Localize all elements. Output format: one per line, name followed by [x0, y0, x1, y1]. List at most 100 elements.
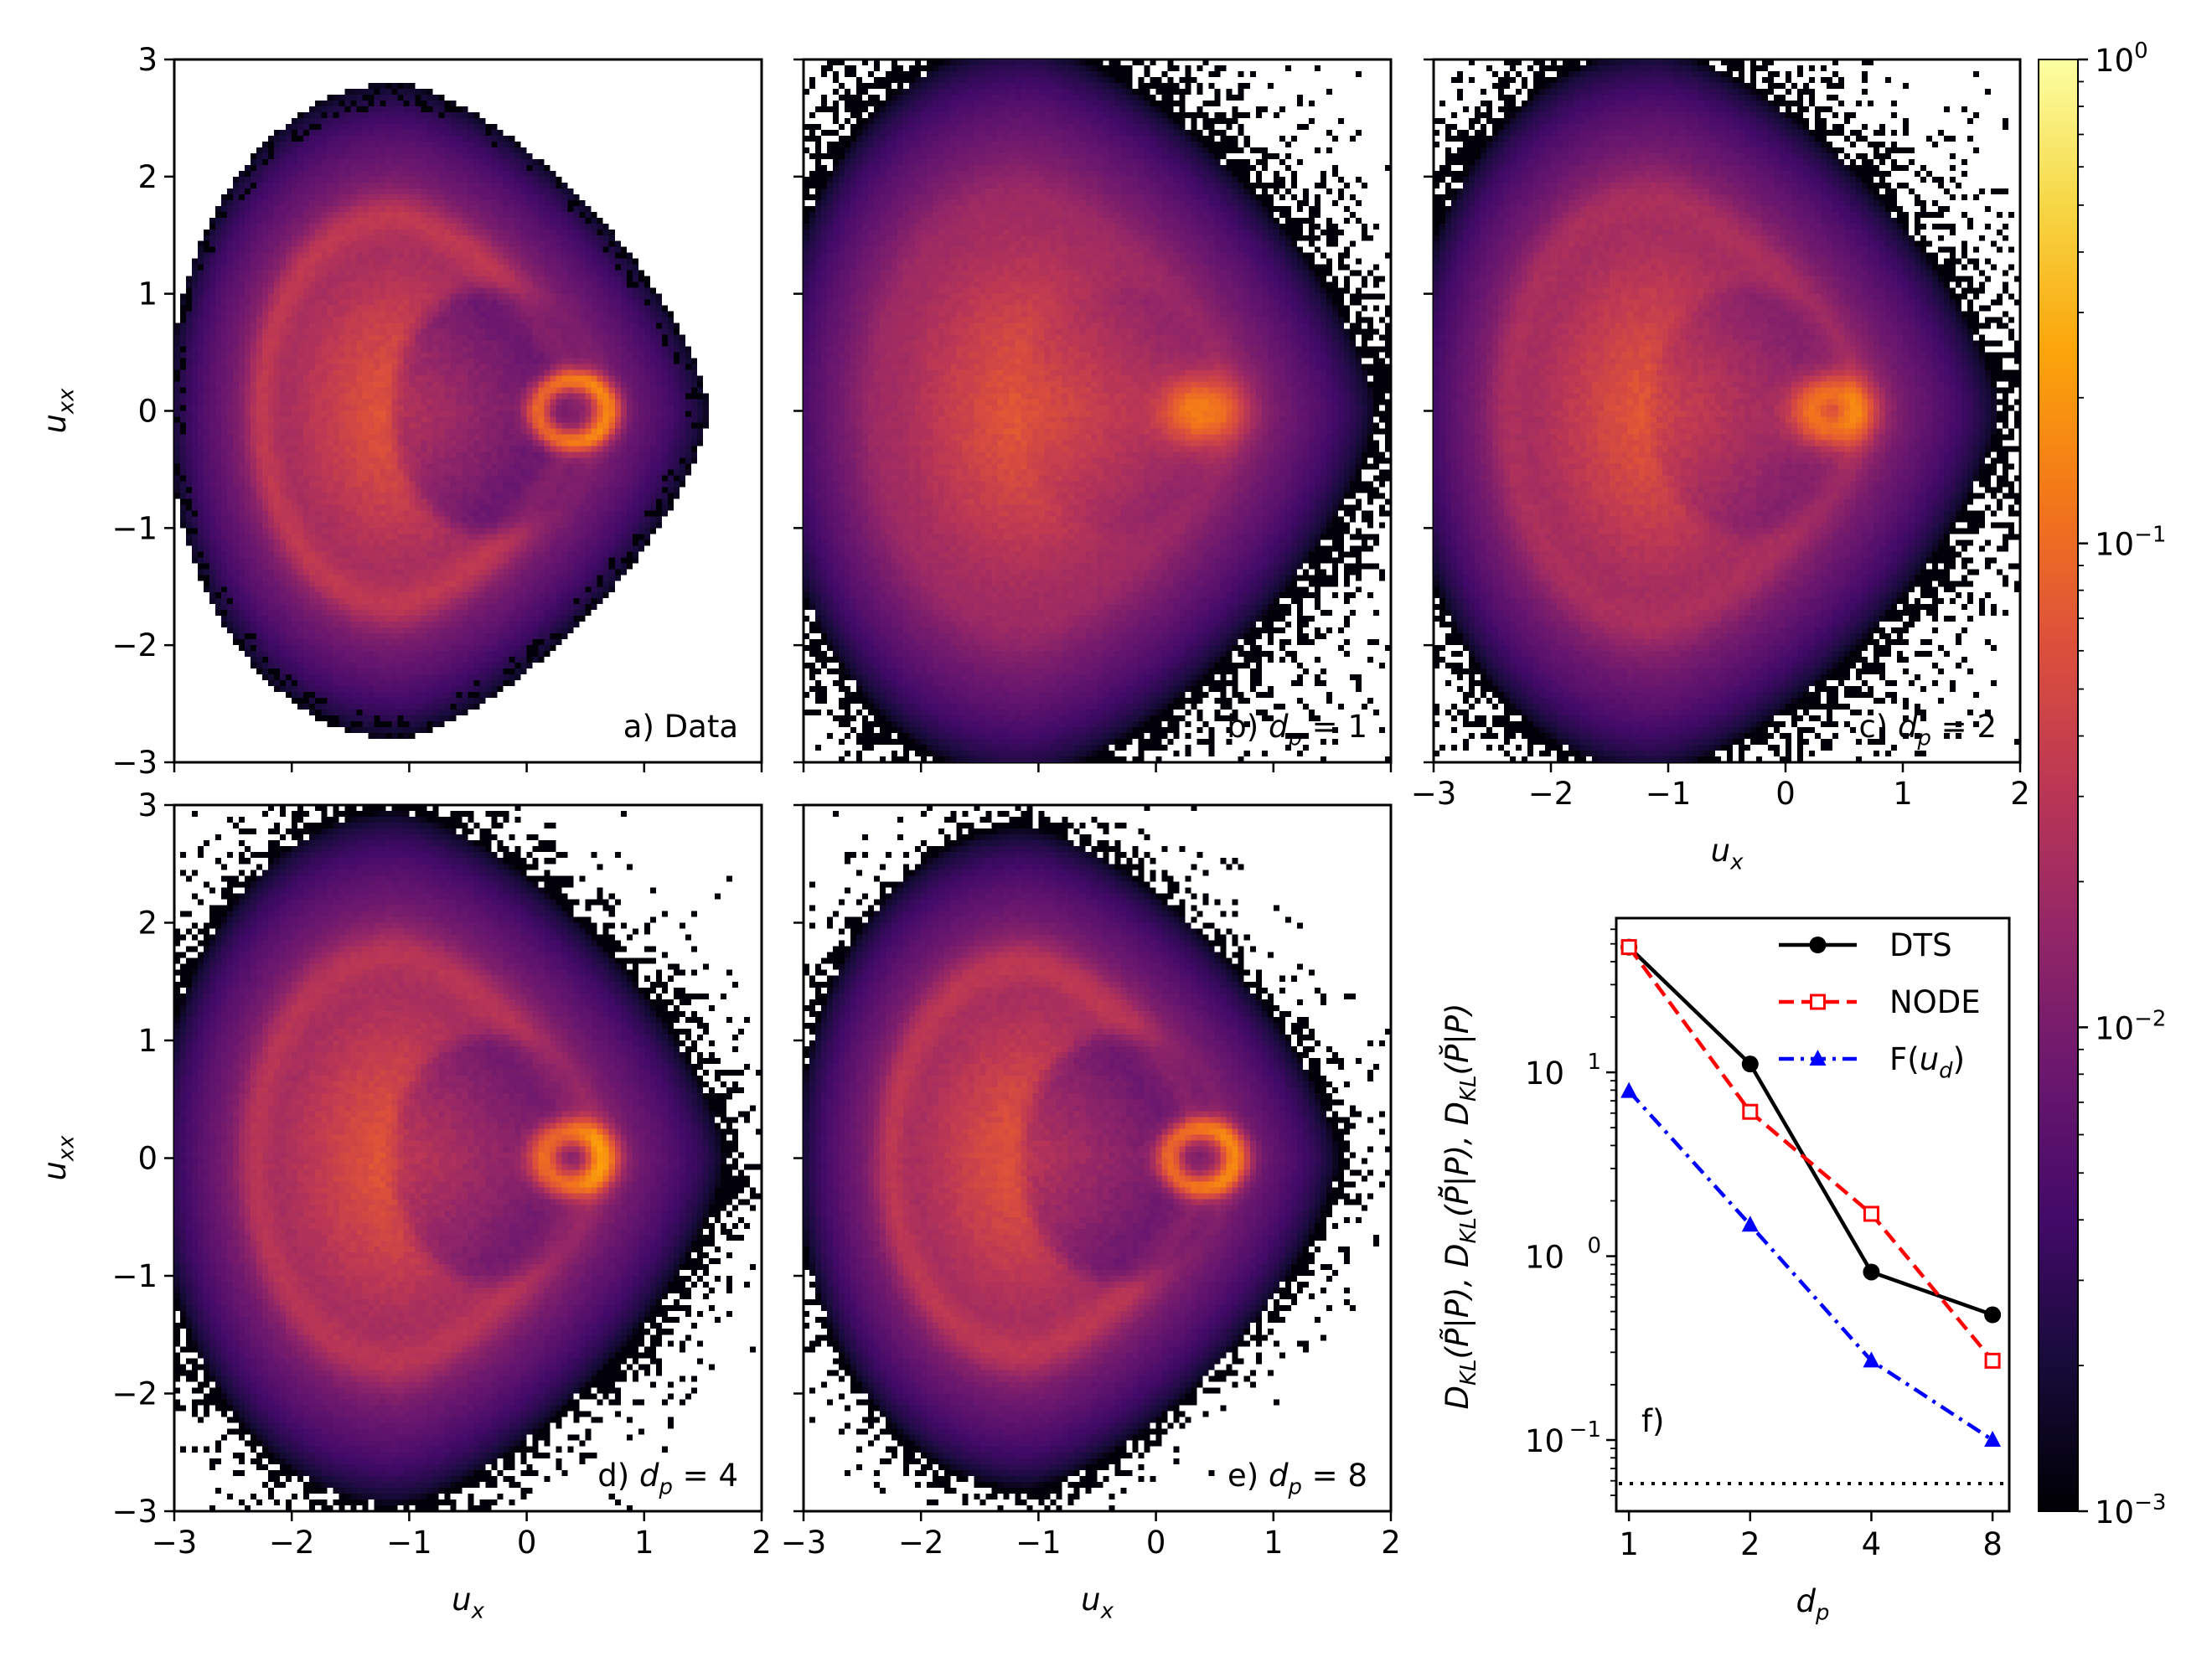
label-text: ): [1953, 1041, 1965, 1077]
y-tick-exp: −1: [1569, 1417, 1601, 1443]
label-sub: x: [471, 1598, 485, 1623]
y-tick-label: 0: [137, 394, 158, 430]
x-tick-label: 2: [1381, 1525, 1401, 1561]
tick-exp: −3: [2134, 1490, 2166, 1515]
tick-base: 10: [2095, 527, 2134, 563]
y-tick-exp: 0: [1587, 1234, 1601, 1259]
label-sub: KL: [1456, 1075, 1481, 1102]
panel-label: f): [1641, 1403, 1664, 1439]
label-var: u: [37, 1161, 73, 1180]
label-sub: x: [1100, 1598, 1114, 1623]
y-tick-exp: 1: [1587, 1050, 1601, 1075]
legend-marker: [1809, 937, 1827, 953]
series-line-DTS: [1627, 945, 1993, 1317]
x-tick-label: −3: [152, 1525, 198, 1561]
x-tick-label: 8: [1982, 1526, 2003, 1562]
data-point: [1984, 1431, 2002, 1448]
label-text: F(: [1889, 1041, 1920, 1077]
label-var: u: [1920, 1041, 1939, 1077]
label-sub: d: [1939, 1058, 1953, 1083]
heatmap-a: [174, 59, 762, 762]
x-tick-label: 0: [1146, 1525, 1166, 1561]
data-point: [1620, 939, 1637, 956]
data-point: [1741, 1216, 1759, 1232]
x-axis-label: dp: [1796, 1583, 1830, 1625]
x-tick-label: −1: [386, 1525, 432, 1561]
y-tick-label: 10: [1525, 1240, 1564, 1276]
x-tick-label: 1: [1264, 1525, 1284, 1561]
heatmap-b: [804, 59, 1391, 762]
x-axis-label: ux: [1081, 1582, 1114, 1623]
y-tick-label: 0: [137, 1141, 158, 1177]
colorbar-bar: [2038, 59, 2079, 1512]
label-var: u: [1711, 833, 1730, 869]
label-sub: x: [1729, 849, 1744, 875]
y-axis-label: uxx: [37, 1135, 79, 1181]
x-tick-label: −1: [1016, 1525, 1062, 1561]
tick-base: 10: [1525, 1240, 1564, 1276]
y-axis-label: uxx: [37, 388, 79, 434]
y-tick-label: −2: [111, 1376, 158, 1412]
tick-exp: 0: [2134, 39, 2148, 64]
data-point: [1863, 1351, 1880, 1368]
legend-label: NODE: [1889, 984, 1981, 1020]
x-tick-label: −1: [1646, 776, 1692, 812]
x-tick-label: 2: [2010, 776, 2030, 812]
label-var: u: [37, 414, 73, 433]
y-tick-label: 10: [1525, 1423, 1564, 1459]
y-tick-label: 2: [137, 906, 158, 942]
label-var: d: [1796, 1583, 1817, 1619]
tick-exp: −2: [2134, 1006, 2166, 1031]
x-tick-label: −2: [898, 1525, 944, 1561]
label-arg: (P̃|P),: [1439, 1267, 1476, 1359]
data-point: [1984, 1306, 2002, 1324]
data-point: [1984, 1352, 2001, 1369]
label-var: D: [1439, 1244, 1476, 1268]
x-axis-label: ux: [452, 1582, 484, 1623]
x-tick-label: 0: [1775, 776, 1796, 812]
x-tick-label: 2: [1740, 1526, 1760, 1562]
tick-base: 10: [2095, 1010, 2134, 1046]
data-point: [1742, 1103, 1759, 1120]
label-sub: KL: [1456, 1359, 1481, 1386]
tick-base: 10: [2095, 43, 2134, 79]
data-point: [1741, 1056, 1759, 1073]
heatmap-c: [1434, 59, 2020, 762]
tick-base: 10: [1525, 1423, 1564, 1459]
y-axis-label: DKL(P̃|P), DKL(P̃̆|P), DKL(P̆|P): [1438, 1003, 1481, 1409]
label-sub: p: [1815, 1600, 1829, 1625]
tick-base: 10: [1525, 1056, 1564, 1092]
x-tick-label: 4: [1862, 1526, 1882, 1562]
y-tick-label: −3: [111, 745, 158, 781]
x-tick-label: 0: [517, 1525, 537, 1561]
x-tick-label: 2: [752, 1525, 772, 1561]
axes-frame: [1615, 916, 2011, 1513]
legend-label: F(ud): [1889, 1041, 1965, 1083]
heatmap-d: [174, 805, 762, 1511]
x-axis-label: ux: [1711, 833, 1744, 875]
x-tick-label: −2: [269, 1525, 315, 1561]
y-tick-label: 3: [137, 42, 158, 78]
colorbar-tick-label: 10−3: [2095, 1490, 2166, 1530]
x-tick-label: −2: [1528, 776, 1574, 812]
x-tick-label: 1: [634, 1525, 654, 1561]
tick-exp: −1: [2134, 523, 2166, 548]
y-tick-label: −2: [111, 627, 158, 663]
y-tick-label: −3: [111, 1494, 158, 1530]
y-tick-label: 1: [137, 276, 158, 312]
label-sub: xx: [54, 388, 79, 415]
label-var: u: [452, 1582, 471, 1618]
y-tick-label: −1: [111, 1258, 158, 1294]
label-arg: (P̃̆|P),: [1438, 1125, 1476, 1216]
data-point: [1620, 1081, 1638, 1098]
label-sub: KL: [1456, 1217, 1481, 1244]
colorbar-tick-label: 10−1: [2095, 523, 2166, 563]
tick-base: 10: [2095, 1494, 2134, 1530]
y-tick-label: 3: [137, 787, 158, 823]
colorbar-tick-label: 10−2: [2095, 1006, 2166, 1046]
data-point: [1863, 1205, 1879, 1222]
label-sub: xx: [54, 1135, 79, 1162]
colorbar-tick-label: 100: [2095, 39, 2148, 79]
